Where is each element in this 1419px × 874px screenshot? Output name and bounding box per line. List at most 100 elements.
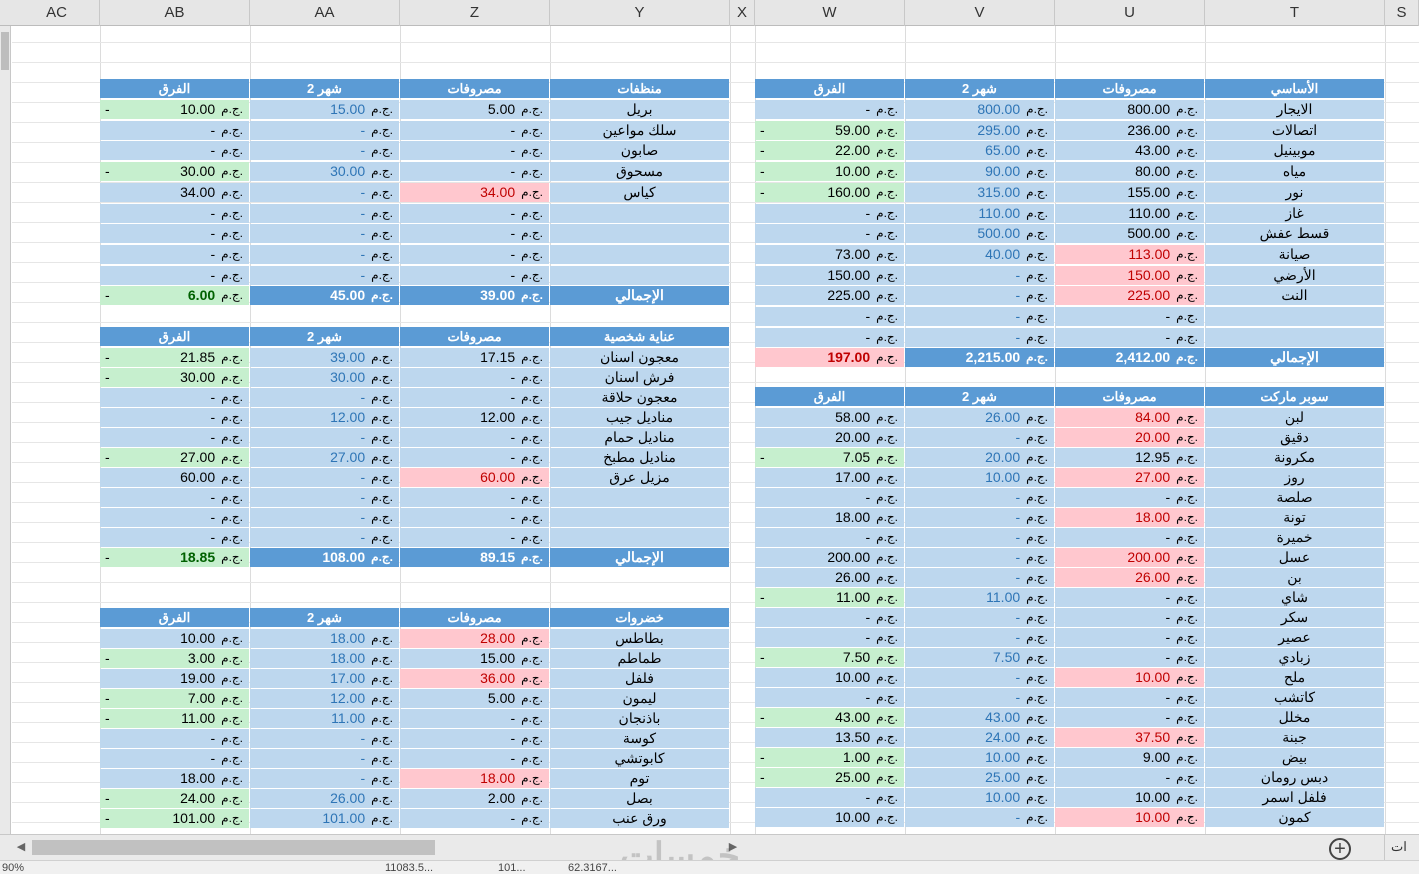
supermarket-diff-cell[interactable]: ج.م. 43.00 - — [755, 708, 904, 727]
basic-item-name[interactable]: قسط عفش — [1205, 224, 1384, 244]
cleaning-month2-cell[interactable]: ج.م. - — [250, 265, 399, 285]
supermarket-diff-cell[interactable]: ج.م. 10.00 — [755, 808, 904, 827]
personal-expense-cell[interactable]: ج.م. - — [400, 508, 549, 527]
supermarket-item-name[interactable]: روز — [1205, 468, 1384, 487]
vegetables-month2-cell[interactable]: ج.م. 18.00 — [250, 649, 399, 668]
basic-diff-cell[interactable]: ج.م. 22.00 - — [755, 141, 904, 161]
cleaning-expense-cell[interactable]: ج.م. 34.00 — [400, 182, 549, 202]
supermarket-item-name[interactable]: عسل — [1205, 548, 1384, 567]
cleaning-month2-cell[interactable]: ج.م. - — [250, 120, 399, 140]
basic-diff-cell[interactable]: ج.م. 150.00 — [755, 265, 904, 285]
supermarket-expense-cell[interactable]: ج.م. 12.95 — [1055, 448, 1204, 467]
cleaning-month2-header[interactable]: شهر 2 — [250, 79, 399, 98]
vegetables-month2-cell[interactable]: ج.م. 101.00 — [250, 809, 399, 828]
basic-item-name[interactable]: صيانة — [1205, 244, 1384, 264]
supermarket-item-name[interactable]: كمون — [1205, 808, 1384, 827]
personal-title[interactable]: عناية شخصية — [550, 327, 729, 346]
vegetables-item-name[interactable]: باذنجان — [550, 709, 729, 728]
basic-expense-cell[interactable]: ج.م. 113.00 — [1055, 244, 1204, 264]
supermarket-diff-cell[interactable]: ج.م. - — [755, 608, 904, 627]
personal-expenses-header[interactable]: مصروفات — [400, 327, 549, 346]
cleaning-item-name[interactable]: مسحوق — [550, 162, 729, 182]
basic-expense-cell[interactable]: ج.م. 800.00 — [1055, 100, 1204, 119]
basic-diff-cell[interactable]: ج.م. 59.00 - — [755, 120, 904, 140]
personal-month2-cell[interactable]: ج.م. - — [250, 468, 399, 487]
cleaning-diff-cell[interactable]: ج.م. - — [100, 265, 249, 285]
supermarket-diff-cell[interactable]: ج.م. - — [755, 688, 904, 707]
supermarket-diff-cell[interactable]: ج.م. - — [755, 788, 904, 807]
basic-diff-cell[interactable]: ج.م. - — [755, 307, 904, 326]
supermarket-diff-cell[interactable]: ج.م. 17.00 — [755, 468, 904, 487]
basic-total-diff[interactable]: ج.م. 197.00 — [755, 348, 904, 368]
cleaning-diff-cell[interactable]: ج.م. - — [100, 120, 249, 140]
horizontal-scroll-thumb[interactable] — [32, 840, 435, 855]
cleaning-diff-cell[interactable]: ج.م. - — [100, 141, 249, 161]
vegetables-item-name[interactable]: كابوتشي — [550, 749, 729, 768]
supermarket-item-name[interactable]: صلصة — [1205, 488, 1384, 507]
basic-item-name[interactable]: نور — [1205, 182, 1384, 202]
vegetables-diff-cell[interactable]: ج.م. 10.00 — [100, 629, 249, 648]
basic-expense-cell[interactable]: ج.م. - — [1055, 307, 1204, 326]
supermarket-expense-cell[interactable]: ج.م. 84.00 — [1055, 408, 1204, 427]
cleaning-item-name[interactable] — [550, 244, 729, 264]
basic-total-expenses[interactable]: ج.م. 2,412.00 — [1055, 348, 1204, 368]
basic-item-name[interactable]: النت — [1205, 286, 1384, 306]
basic-item-name[interactable] — [1205, 327, 1384, 347]
basic-diff-cell[interactable]: ج.م. - — [755, 327, 904, 347]
vegetables-month2-cell[interactable]: ج.م. - — [250, 769, 399, 788]
cleaning-diff-cell[interactable]: ج.م. 30.00 - — [100, 162, 249, 182]
supermarket-diff-cell[interactable]: ج.م. 18.00 — [755, 508, 904, 527]
cell-grid[interactable]: الأساسي مصروفات شهر 2 الفرق الايجار ج.م. 800.0… — [12, 26, 1419, 834]
personal-expense-cell[interactable]: ج.م. - — [400, 448, 549, 467]
vegetables-expense-cell[interactable]: ج.م. 15.00 — [400, 649, 549, 668]
vegetables-expense-cell[interactable]: ج.م. 28.00 — [400, 629, 549, 648]
cleaning-diff-cell[interactable]: ج.م. 34.00 — [100, 182, 249, 202]
vegetables-expense-cell[interactable]: ج.م. 2.00 — [400, 789, 549, 808]
cleaning-month2-cell[interactable]: ج.م. - — [250, 244, 399, 264]
basic-month2-cell[interactable]: ج.م. - — [905, 327, 1054, 347]
personal-diff-cell[interactable]: ج.م. - — [100, 388, 249, 407]
basic-month2-header[interactable]: شهر 2 — [905, 79, 1054, 98]
column-header-z[interactable]: Z — [400, 0, 550, 26]
supermarket-item-name[interactable]: تونة — [1205, 508, 1384, 527]
personal-item-name[interactable]: مزيل عرق — [550, 468, 729, 487]
basic-item-name[interactable]: غاز — [1205, 203, 1384, 223]
supermarket-item-name[interactable]: مخلل — [1205, 708, 1384, 727]
basic-expense-cell[interactable]: ج.م. 500.00 — [1055, 224, 1204, 244]
personal-item-name[interactable]: معجون اسنان — [550, 348, 729, 367]
basic-total-month2[interactable]: ج.م. 2,215.00 — [905, 348, 1054, 368]
cleaning-total-diff[interactable]: ج.م. 6.00 - — [100, 286, 249, 306]
vegetables-month2-cell[interactable]: ج.م. - — [250, 729, 399, 748]
cleaning-item-name[interactable] — [550, 224, 729, 244]
cleaning-total-label[interactable]: الإجمالي — [550, 286, 729, 306]
personal-expense-cell[interactable]: ج.م. - — [400, 428, 549, 447]
personal-month2-header[interactable]: شهر 2 — [250, 327, 399, 346]
supermarket-month2-cell[interactable]: ج.م. 10.00 — [905, 788, 1054, 807]
supermarket-expense-cell[interactable]: ج.م. 27.00 — [1055, 468, 1204, 487]
personal-expense-cell[interactable]: ج.م. - — [400, 488, 549, 507]
supermarket-month2-cell[interactable]: ج.م. - — [905, 608, 1054, 627]
supermarket-diff-cell[interactable]: ج.م. 7.05 - — [755, 448, 904, 467]
personal-item-name[interactable]: معجون حلاقة — [550, 388, 729, 407]
vegetables-expenses-header[interactable]: مصروفات — [400, 608, 549, 627]
supermarket-month2-cell[interactable]: ج.م. - — [905, 628, 1054, 647]
supermarket-month2-cell[interactable]: ج.م. - — [905, 568, 1054, 587]
vegetables-diff-cell[interactable]: ج.م. 7.00 - — [100, 689, 249, 708]
personal-month2-cell[interactable]: ج.م. 30.00 — [250, 368, 399, 387]
supermarket-diff-cell[interactable]: ج.م. 10.00 — [755, 668, 904, 687]
supermarket-item-name[interactable]: دبس رومان — [1205, 768, 1384, 787]
vegetables-item-name[interactable]: توم — [550, 769, 729, 788]
personal-month2-cell[interactable]: ج.م. - — [250, 528, 399, 547]
vegetables-month2-header[interactable]: شهر 2 — [250, 608, 399, 627]
vegetables-expense-cell[interactable]: ج.م. - — [400, 749, 549, 768]
supermarket-item-name[interactable]: ملح — [1205, 668, 1384, 687]
supermarket-diff-cell[interactable]: ج.م. 26.00 — [755, 568, 904, 587]
vegetables-item-name[interactable]: بطاطس — [550, 629, 729, 648]
supermarket-diff-cell[interactable]: ج.م. 25.00 - — [755, 768, 904, 787]
vegetables-diff-cell[interactable]: ج.م. 18.00 — [100, 769, 249, 788]
personal-total-diff[interactable]: ج.م. 18.85 - — [100, 548, 249, 567]
supermarket-month2-cell[interactable]: ج.م. 10.00 — [905, 468, 1054, 487]
basic-month2-cell[interactable]: ج.م. - — [905, 307, 1054, 326]
column-header-aa[interactable]: AA — [250, 0, 400, 26]
basic-title[interactable]: الأساسي — [1205, 79, 1384, 98]
